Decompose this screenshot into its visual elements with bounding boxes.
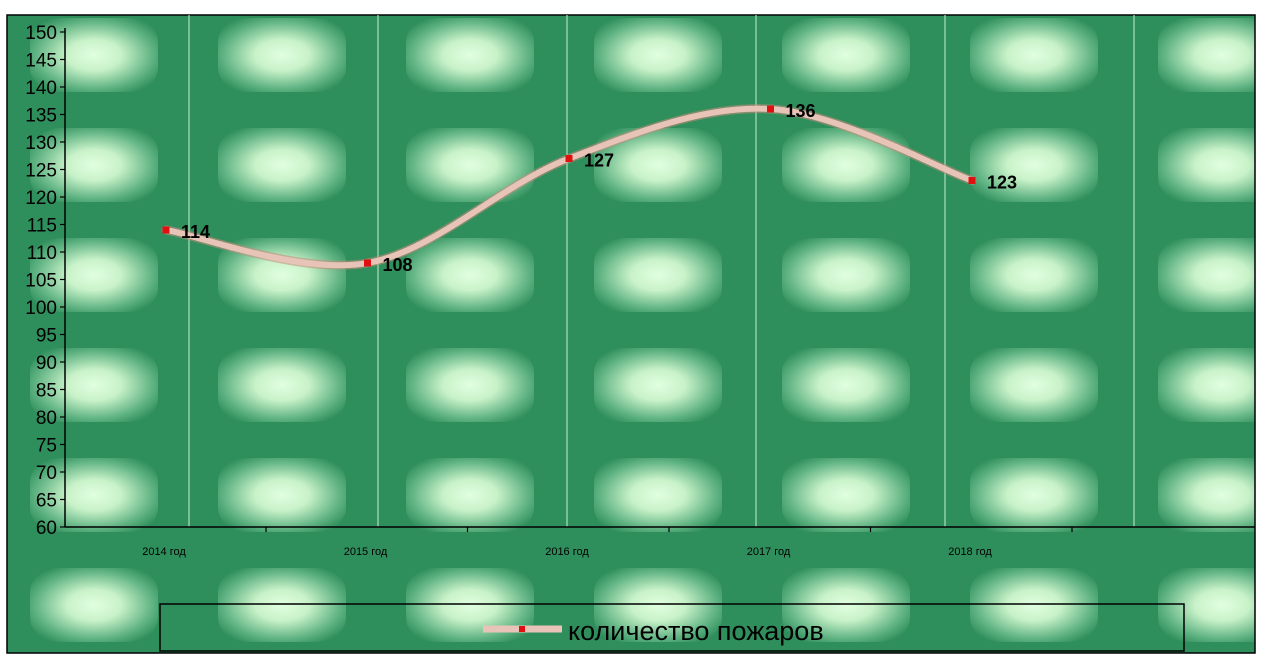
- y-tick-label: 70: [36, 463, 57, 484]
- data-label: 108: [383, 255, 413, 275]
- data-label: 136: [786, 101, 816, 121]
- y-tick-label: 80: [36, 408, 57, 429]
- chart-background: [7, 15, 1255, 653]
- data-point-marker: [565, 155, 573, 162]
- y-tick-label: 135: [25, 106, 57, 127]
- y-tick-label: 100: [25, 298, 57, 319]
- data-point-marker: [767, 105, 774, 113]
- data-label: 123: [987, 173, 1017, 193]
- legend-marker-swatch: [519, 626, 525, 632]
- y-tick-label: 130: [25, 133, 57, 154]
- data-point-marker: [162, 226, 170, 234]
- x-tick-label: 2015 год: [344, 546, 388, 558]
- y-tick-label: 105: [25, 271, 57, 292]
- y-tick-label: 145: [25, 51, 57, 72]
- legend-label: количество пожаров: [568, 616, 824, 646]
- y-tick-label: 75: [36, 436, 57, 457]
- y-tick-label: 65: [36, 491, 57, 512]
- data-label: 127: [584, 151, 614, 171]
- x-tick-label: 2016 год: [545, 546, 589, 558]
- data-label: 114: [181, 222, 210, 242]
- y-tick-label: 115: [27, 216, 57, 237]
- chart-frame: [6, 14, 1256, 654]
- y-tick-label: 150: [25, 23, 57, 44]
- y-tick-label: 90: [36, 353, 57, 374]
- y-tick-label: 110: [27, 243, 57, 264]
- data-point-marker: [364, 259, 371, 267]
- y-tick-label: 140: [25, 78, 57, 99]
- x-tick-label: 2014 год: [142, 546, 186, 558]
- x-tick-label: 2018 год: [948, 546, 992, 558]
- x-tick-label: 2017 год: [747, 546, 791, 558]
- y-tick-label: 95: [36, 326, 57, 347]
- y-tick-label: 85: [36, 381, 57, 402]
- legend-box: [159, 603, 1185, 652]
- y-tick-label: 120: [25, 188, 57, 209]
- data-point-marker: [968, 177, 976, 184]
- y-tick-label: 125: [25, 161, 57, 182]
- y-tick-label: 60: [36, 518, 57, 539]
